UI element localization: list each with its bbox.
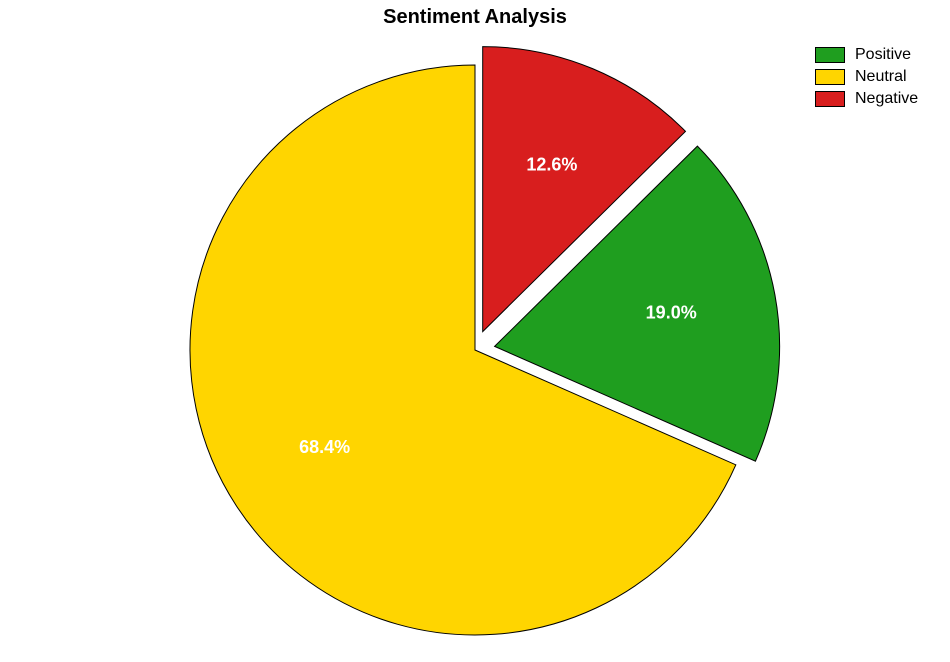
legend-label-neutral: Neutral bbox=[855, 68, 907, 86]
legend-item-positive: Positive bbox=[815, 46, 918, 64]
legend-item-negative: Negative bbox=[815, 90, 918, 108]
pie-slice-label-negative: 12.6% bbox=[526, 155, 577, 175]
legend: Positive Neutral Negative bbox=[815, 46, 918, 112]
chart-title: Sentiment Analysis bbox=[0, 6, 950, 29]
legend-swatch-positive bbox=[815, 47, 845, 63]
pie-slice-label-positive: 19.0% bbox=[646, 303, 697, 323]
legend-swatch-neutral bbox=[815, 69, 845, 85]
legend-item-neutral: Neutral bbox=[815, 68, 918, 86]
pie-svg: 68.4% 19.0% 12.6% bbox=[0, 0, 950, 662]
legend-swatch-negative bbox=[815, 91, 845, 107]
legend-label-positive: Positive bbox=[855, 46, 911, 64]
legend-label-negative: Negative bbox=[855, 90, 918, 108]
sentiment-pie-chart: Sentiment Analysis 68.4% 19.0% 12.6% Posit… bbox=[0, 0, 950, 662]
pie-slice-label-neutral: 68.4% bbox=[299, 437, 350, 457]
